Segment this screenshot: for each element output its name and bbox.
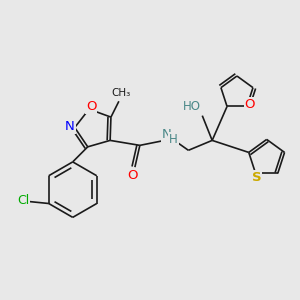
Text: H: H: [169, 133, 178, 146]
Text: N: N: [162, 128, 172, 141]
Text: HO: HO: [183, 100, 201, 113]
Text: Cl: Cl: [17, 194, 29, 207]
Text: N: N: [65, 120, 75, 133]
Text: O: O: [128, 169, 138, 182]
Text: CH₃: CH₃: [111, 88, 130, 98]
Text: S: S: [252, 171, 261, 184]
Text: O: O: [244, 98, 255, 111]
Text: O: O: [86, 100, 96, 113]
